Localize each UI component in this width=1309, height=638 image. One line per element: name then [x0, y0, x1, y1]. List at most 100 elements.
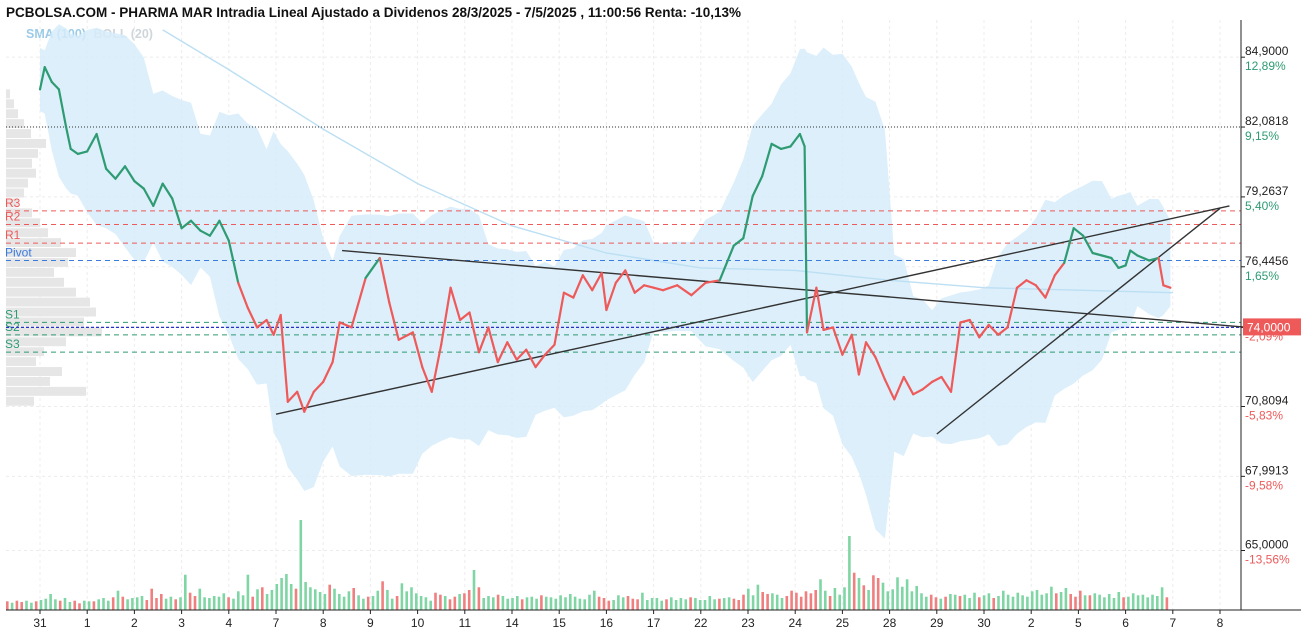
price-segment: [350, 276, 367, 329]
price-segment: [614, 269, 627, 284]
y-tick-percent: 5,40%: [1245, 199, 1279, 213]
volume-bar: [44, 598, 48, 610]
volume-bar: [1151, 594, 1154, 610]
price-segment: [1157, 256, 1165, 287]
volume-bar: [487, 596, 490, 610]
price-segment: [506, 341, 518, 361]
price-segment: [997, 326, 1009, 336]
volume-bar: [83, 600, 86, 610]
price-segment: [69, 147, 79, 155]
volume-bar: [756, 584, 760, 610]
price-segment: [959, 318, 971, 324]
volume-bar: [684, 599, 688, 610]
price-segment: [161, 182, 174, 200]
y-tick-label: 67,9913: [1245, 463, 1289, 477]
price-segment: [114, 165, 127, 180]
price-segment: [1110, 256, 1120, 269]
volume-bar: [804, 591, 808, 610]
price-segment: [477, 326, 490, 354]
volume-bar: [390, 598, 394, 610]
volume-bar: [222, 593, 226, 610]
volume-bar: [34, 601, 38, 610]
volume-profile-bar: [6, 138, 46, 148]
price-segment: [76, 150, 89, 155]
volume-profile-bar: [6, 228, 48, 238]
price-segment: [1015, 279, 1028, 289]
volume-bar: [87, 601, 91, 610]
volume-bar: [10, 602, 14, 610]
volume-bar: [1088, 595, 1092, 610]
volume-bar: [285, 574, 288, 610]
volume-bar: [342, 596, 346, 610]
price-segment: [86, 132, 98, 153]
volume-profile-bar: [6, 277, 64, 287]
volume-bar: [698, 600, 702, 610]
price-segment: [624, 269, 636, 294]
price-segment: [815, 286, 825, 331]
volume-bar: [679, 598, 683, 610]
price-segment: [874, 356, 887, 381]
price-segment: [123, 165, 136, 183]
x-tick-label: 9: [367, 616, 374, 630]
price-segment: [50, 80, 61, 91]
price-segment: [430, 343, 443, 393]
volume-bar: [588, 594, 591, 610]
current-price-label: 74,0000: [1247, 320, 1291, 334]
volume-bar: [867, 590, 870, 610]
volume-profile-bar: [6, 337, 66, 347]
volume-bar: [184, 574, 187, 610]
volume-bar: [795, 592, 798, 610]
price-segment: [142, 187, 155, 207]
volume-bar: [1131, 593, 1135, 610]
x-tick-label: 10: [411, 616, 425, 630]
price-segment: [940, 375, 953, 393]
price-segment: [218, 219, 230, 242]
volume-bar: [424, 597, 428, 610]
trend-line[interactable]: [936, 207, 1221, 435]
price-segment: [95, 132, 108, 170]
price-segment: [449, 286, 462, 322]
trend-line[interactable]: [342, 249, 1249, 329]
volume-bar: [722, 598, 726, 610]
volume-bar: [472, 570, 476, 610]
price-segment: [246, 306, 259, 329]
volume-bar: [819, 579, 822, 610]
price-segment: [779, 145, 792, 150]
volume-bar: [386, 590, 389, 610]
volume-bar: [766, 594, 769, 610]
volume-bar: [1107, 594, 1111, 610]
volume-profile-bar: [6, 198, 18, 208]
price-segment: [987, 323, 1000, 336]
volume-bar: [674, 600, 678, 610]
volume-bar: [463, 593, 466, 610]
price-segment: [1034, 284, 1047, 299]
volume-bar: [631, 598, 635, 610]
volume-bar: [934, 597, 938, 610]
x-tick-label: 7: [273, 616, 280, 630]
volume-profile-bar: [6, 119, 24, 129]
price-segment: [279, 313, 289, 403]
volume-bar: [997, 596, 1000, 610]
volume-bar: [617, 595, 620, 610]
y-tick-percent: 9,15%: [1245, 129, 1279, 143]
volume-bar: [520, 599, 524, 610]
y-tick-label: 65,0000: [1245, 538, 1289, 552]
x-tick-label: 24: [789, 616, 803, 630]
price-segment: [397, 331, 414, 341]
y-tick-label: 82,0818: [1245, 114, 1289, 128]
volume-bar: [737, 600, 740, 610]
volume-bar: [703, 600, 707, 610]
volume-bar: [1117, 592, 1121, 610]
volume-bar: [289, 584, 293, 610]
volume-profile-bar: [6, 257, 68, 267]
volume-bar: [1050, 586, 1053, 610]
price-segment: [912, 388, 924, 396]
volume-bar: [929, 594, 933, 610]
volume-bar: [294, 588, 298, 610]
volume-bar: [111, 597, 115, 610]
x-tick-label: 29: [930, 616, 944, 630]
volume-bar: [881, 582, 885, 610]
price-segment: [237, 281, 249, 309]
volume-bar: [116, 590, 120, 610]
